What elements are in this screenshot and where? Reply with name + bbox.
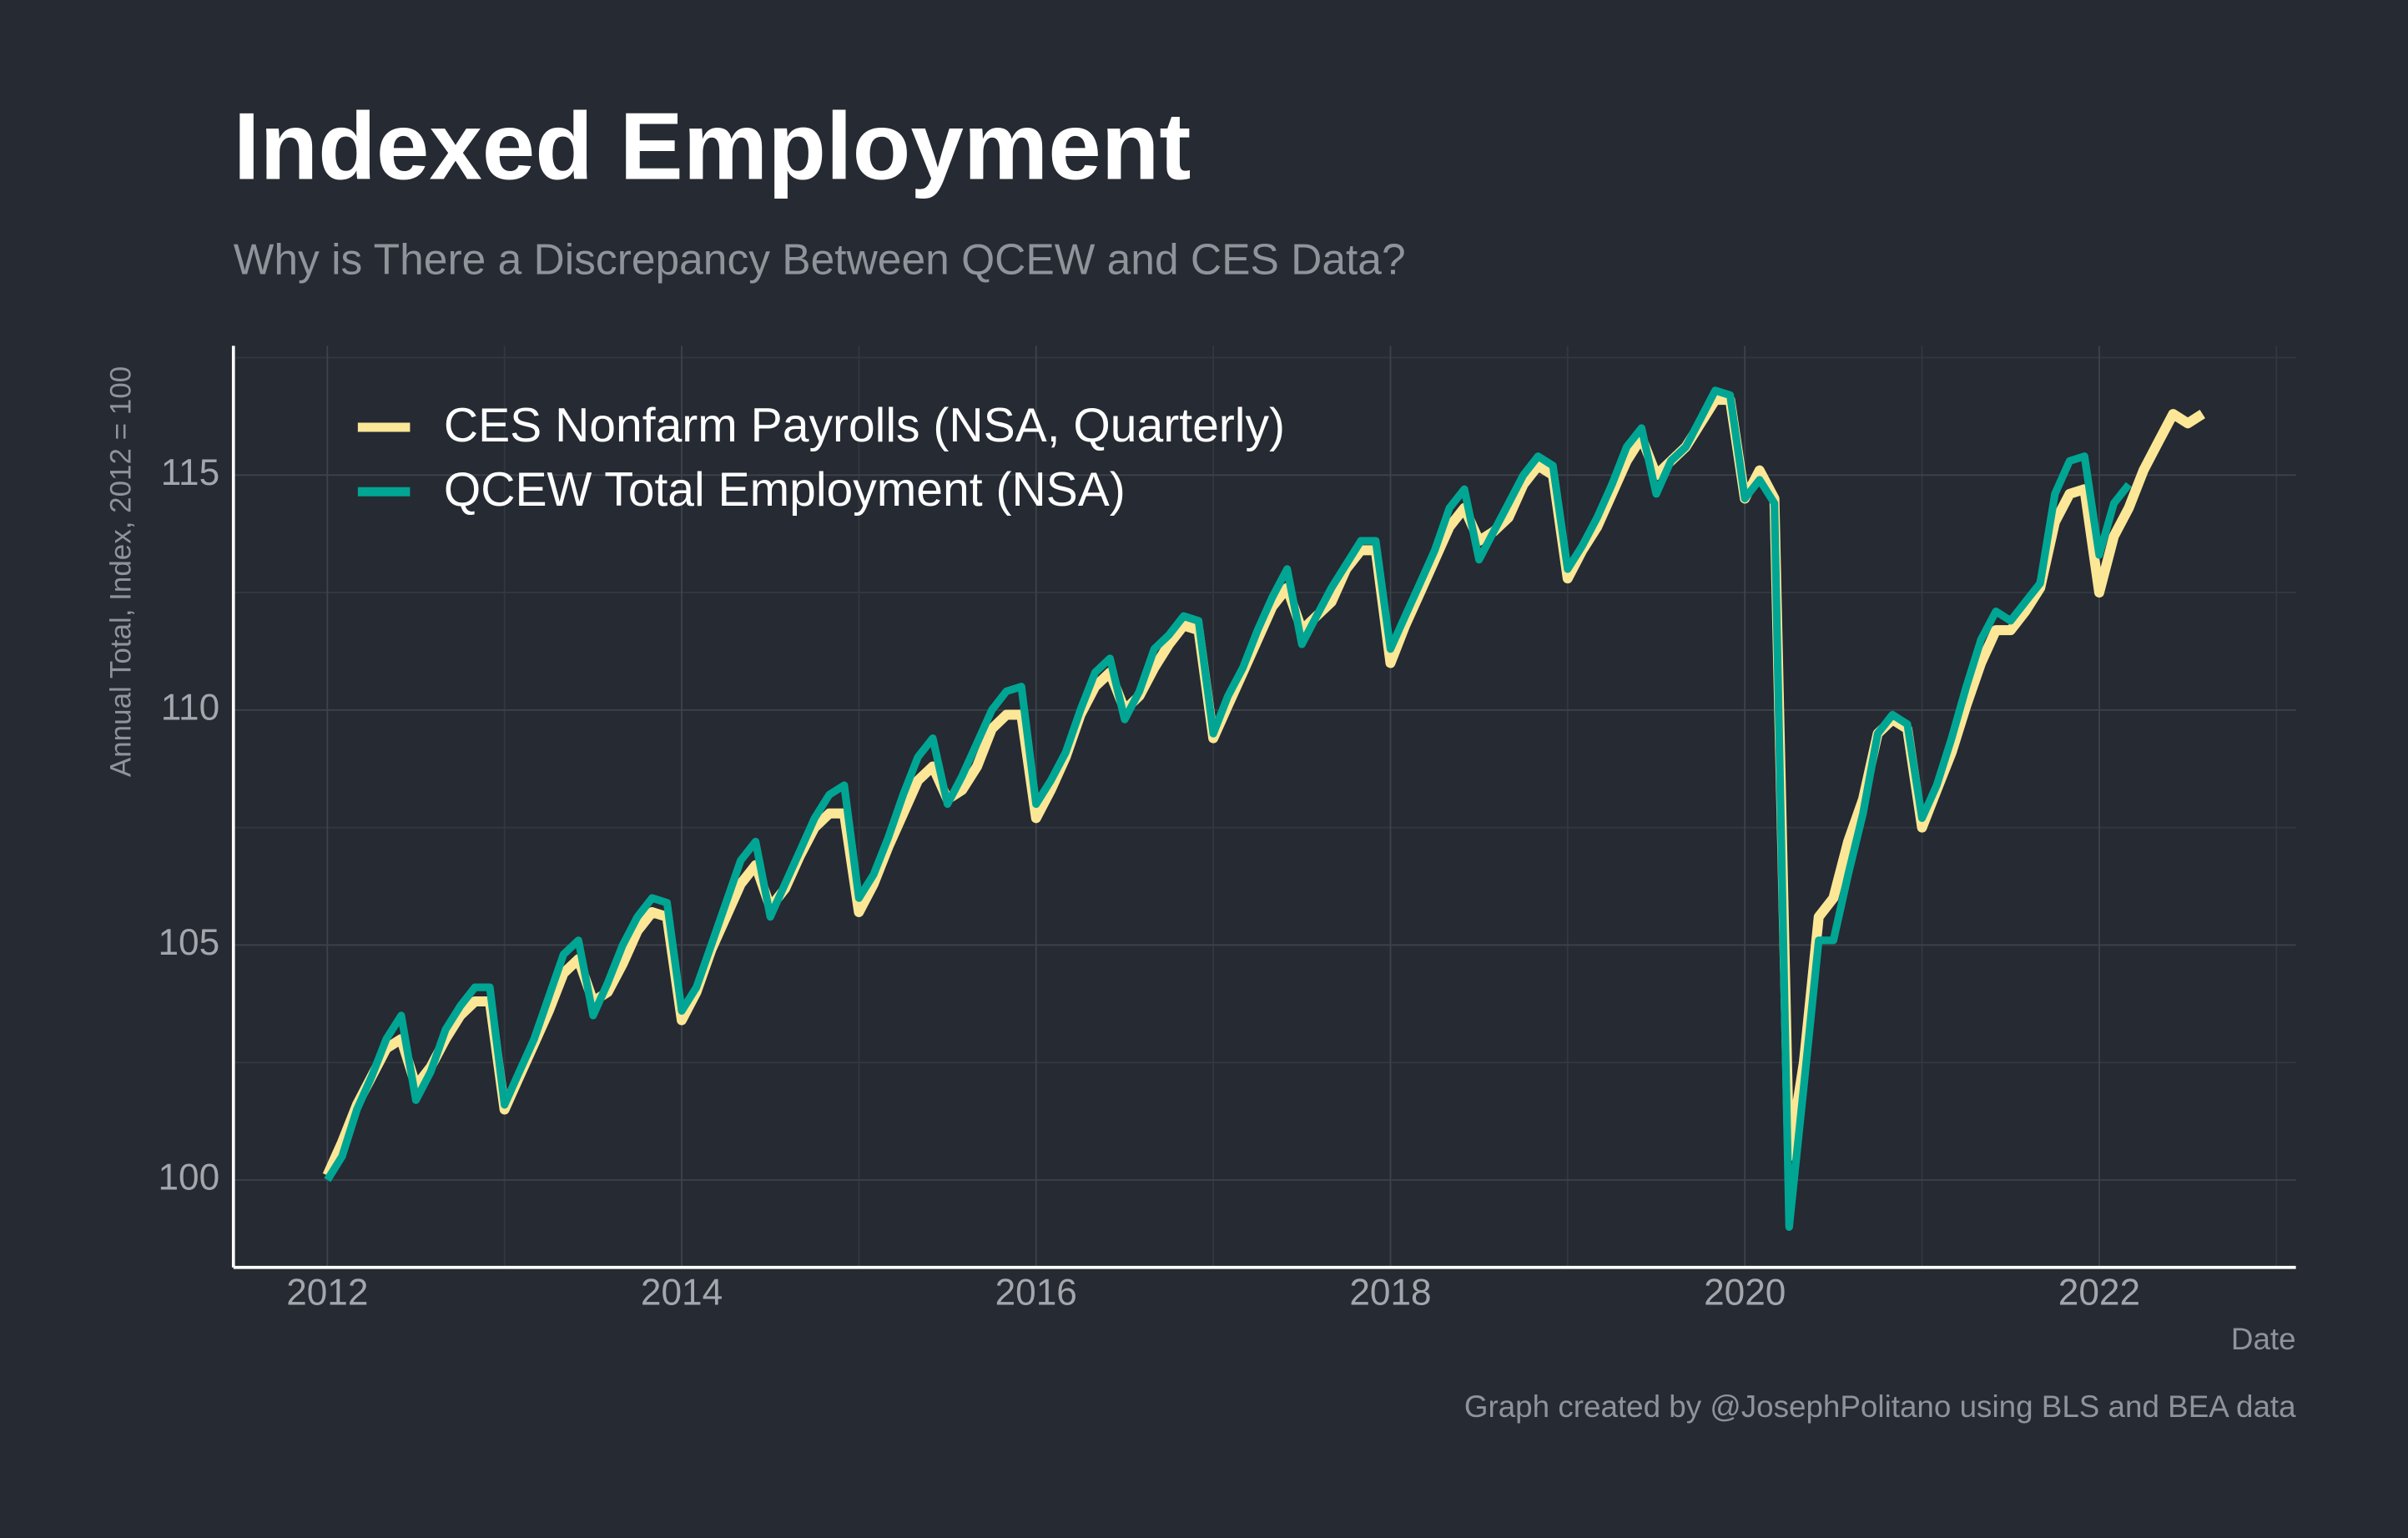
legend: CES Nonfarm Payrolls (NSA, Quarterly) QCE…	[357, 399, 1285, 517]
plot-area	[322, 386, 2205, 1231]
x-tick-label: 2020	[1704, 1273, 1786, 1314]
x-tick-label: 2016	[995, 1273, 1077, 1314]
series-line	[324, 386, 2132, 1231]
x-tick-label: 2014	[641, 1273, 723, 1314]
y-tick-label: 100	[159, 1157, 220, 1198]
chart-subtitle: Why is There a Discrepancy Between QCEW …	[234, 235, 1406, 284]
chart-title: Indexed Employment	[234, 93, 1191, 199]
caption: Graph created by @JosephPolitano using B…	[1464, 1389, 2296, 1424]
y-tick-label: 110	[161, 688, 219, 729]
y-tick-label: 115	[161, 452, 219, 493]
y-tick-label: 105	[159, 922, 220, 963]
x-tick-label: 2022	[2058, 1273, 2140, 1314]
x-tick-label: 2018	[1349, 1273, 1431, 1314]
x-tick-label: 2012	[286, 1273, 368, 1314]
x-axis-label: Date	[2231, 1322, 2296, 1356]
grid	[233, 345, 2296, 1268]
legend-label: CES Nonfarm Payrolls (NSA, Quarterly)	[444, 399, 1285, 452]
legend-label: QCEW Total Employment (NSA)	[444, 463, 1126, 517]
y-axis-label: Annual Total, Index, 2012 = 100	[104, 366, 137, 777]
